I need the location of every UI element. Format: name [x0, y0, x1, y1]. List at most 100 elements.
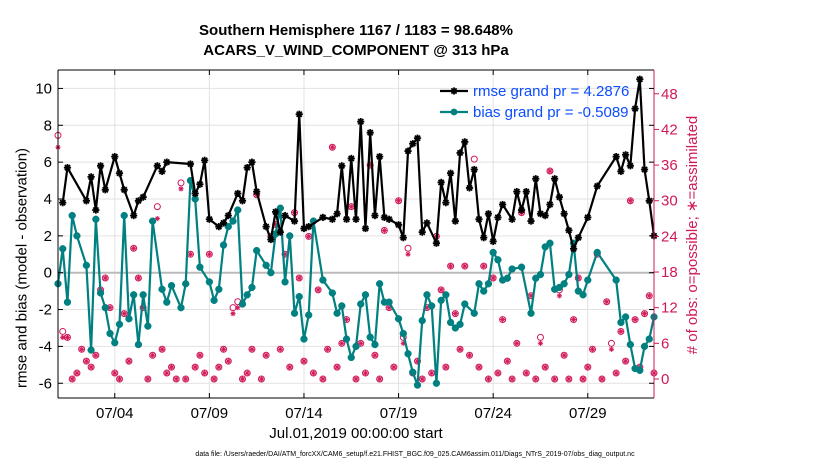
rmse-point [636, 75, 644, 83]
rmse-point [584, 213, 592, 222]
assimilated-obs-point [646, 293, 652, 299]
possible-obs-point [532, 375, 540, 383]
chart-subtitle: ACARS_V_WIND_COMPONENT @ 313 hPa [203, 42, 509, 59]
rmse-point [565, 226, 573, 234]
bias-point [480, 287, 488, 295]
rmse-point [480, 234, 488, 242]
bias-point [357, 300, 365, 308]
rmse-point [139, 193, 147, 201]
bias-point [584, 276, 592, 284]
possible-obs-point [172, 375, 180, 383]
possible-obs-point [73, 369, 81, 377]
assimilated-obs-point [168, 364, 175, 370]
possible-obs-point [59, 327, 67, 335]
assimilated-obs-point [320, 376, 326, 382]
possible-obs-point [243, 369, 251, 377]
assimilated-obs-point [490, 275, 496, 281]
possible-obs-point [598, 375, 606, 383]
possible-obs-point [153, 203, 161, 211]
rmse-point [508, 215, 516, 223]
rmse-point [622, 151, 630, 159]
bias-point [361, 291, 370, 299]
assimilated-obs-point [448, 263, 454, 269]
rmse-point [541, 211, 549, 220]
bias-point [508, 265, 516, 273]
rmse-point [484, 210, 493, 218]
bias-point [215, 285, 223, 293]
assimilated-obs-point [202, 370, 208, 376]
possible-obs-point [484, 375, 492, 383]
possible-obs-point [224, 357, 232, 365]
bias-point [456, 320, 464, 328]
assimilated-obs-point [329, 144, 335, 150]
rmse-point [475, 215, 483, 223]
assimilated-obs-point [523, 370, 529, 376]
possible-obs-point [262, 351, 270, 359]
bias-point [87, 346, 95, 354]
assimilated-obs-point [93, 352, 99, 358]
y2-tick-label: 12 [661, 300, 678, 317]
assimilated-obs-point [504, 358, 510, 364]
bias-point [503, 274, 512, 282]
legend-label: rmse grand pr = 4.2876 [473, 83, 629, 100]
rmse-point [96, 162, 105, 170]
rmse-point [451, 217, 459, 225]
bias-point [144, 322, 152, 330]
assimilated-obs-point [623, 358, 629, 364]
possible-obs-point [134, 274, 142, 282]
assimilated-obs-point [462, 263, 468, 269]
possible-obs-point [328, 143, 336, 151]
rmse-point [442, 199, 450, 207]
rmse-point [342, 215, 351, 223]
rmse-point [186, 160, 195, 168]
assimilated-obs-point [263, 352, 269, 358]
assimilated-obs-point [164, 370, 170, 376]
bias-point [238, 300, 247, 308]
assimilated-obs-point [405, 251, 411, 257]
possible-obs-point [579, 375, 587, 383]
rmse-point [352, 215, 360, 223]
series-bias [54, 176, 658, 389]
assimilated-obs-point [514, 340, 520, 346]
x-tick-label: 07/29 [569, 405, 607, 422]
bias-point [470, 309, 478, 317]
rmse-point [494, 213, 502, 222]
assimilated-obs-point [258, 376, 264, 382]
y2-tick-label: 48 [661, 86, 678, 103]
assimilated-obs-point [325, 346, 331, 352]
possible-obs-point [437, 286, 445, 294]
rmse-point [92, 206, 100, 214]
bias-point [352, 342, 360, 351]
bias-point [404, 350, 412, 358]
bias-point [286, 232, 294, 240]
possible-obs-point [390, 363, 398, 371]
rmse-point [404, 147, 412, 155]
assimilated-obs-point [533, 376, 539, 382]
assimilated-obs-point [613, 370, 619, 376]
assimilated-obs-point [599, 376, 605, 382]
assimilated-obs-point [391, 364, 397, 370]
bias-point [130, 291, 138, 299]
rmse-point [101, 186, 109, 194]
rmse-point [115, 169, 124, 177]
rmse-point [87, 173, 95, 181]
bias-point [423, 291, 431, 299]
rmse-point [366, 129, 374, 137]
assimilated-obs-point [88, 364, 94, 370]
possible-obs-point [191, 363, 199, 371]
possible-obs-point [82, 357, 90, 365]
possible-obs-point [215, 363, 223, 371]
rmse-point [243, 164, 251, 172]
assimilated-obs-point [244, 370, 250, 376]
y-tick-label: 2 [44, 228, 52, 245]
possible-obs-point [78, 345, 86, 353]
bias-point [475, 280, 483, 288]
possible-obs-point [603, 298, 611, 306]
bias-point [442, 291, 450, 299]
bias-point [82, 261, 91, 269]
bias-point [489, 248, 497, 257]
possible-obs-point [589, 345, 597, 353]
rmse-point [153, 162, 161, 170]
bias-point [636, 366, 644, 375]
bias-point [248, 283, 256, 292]
